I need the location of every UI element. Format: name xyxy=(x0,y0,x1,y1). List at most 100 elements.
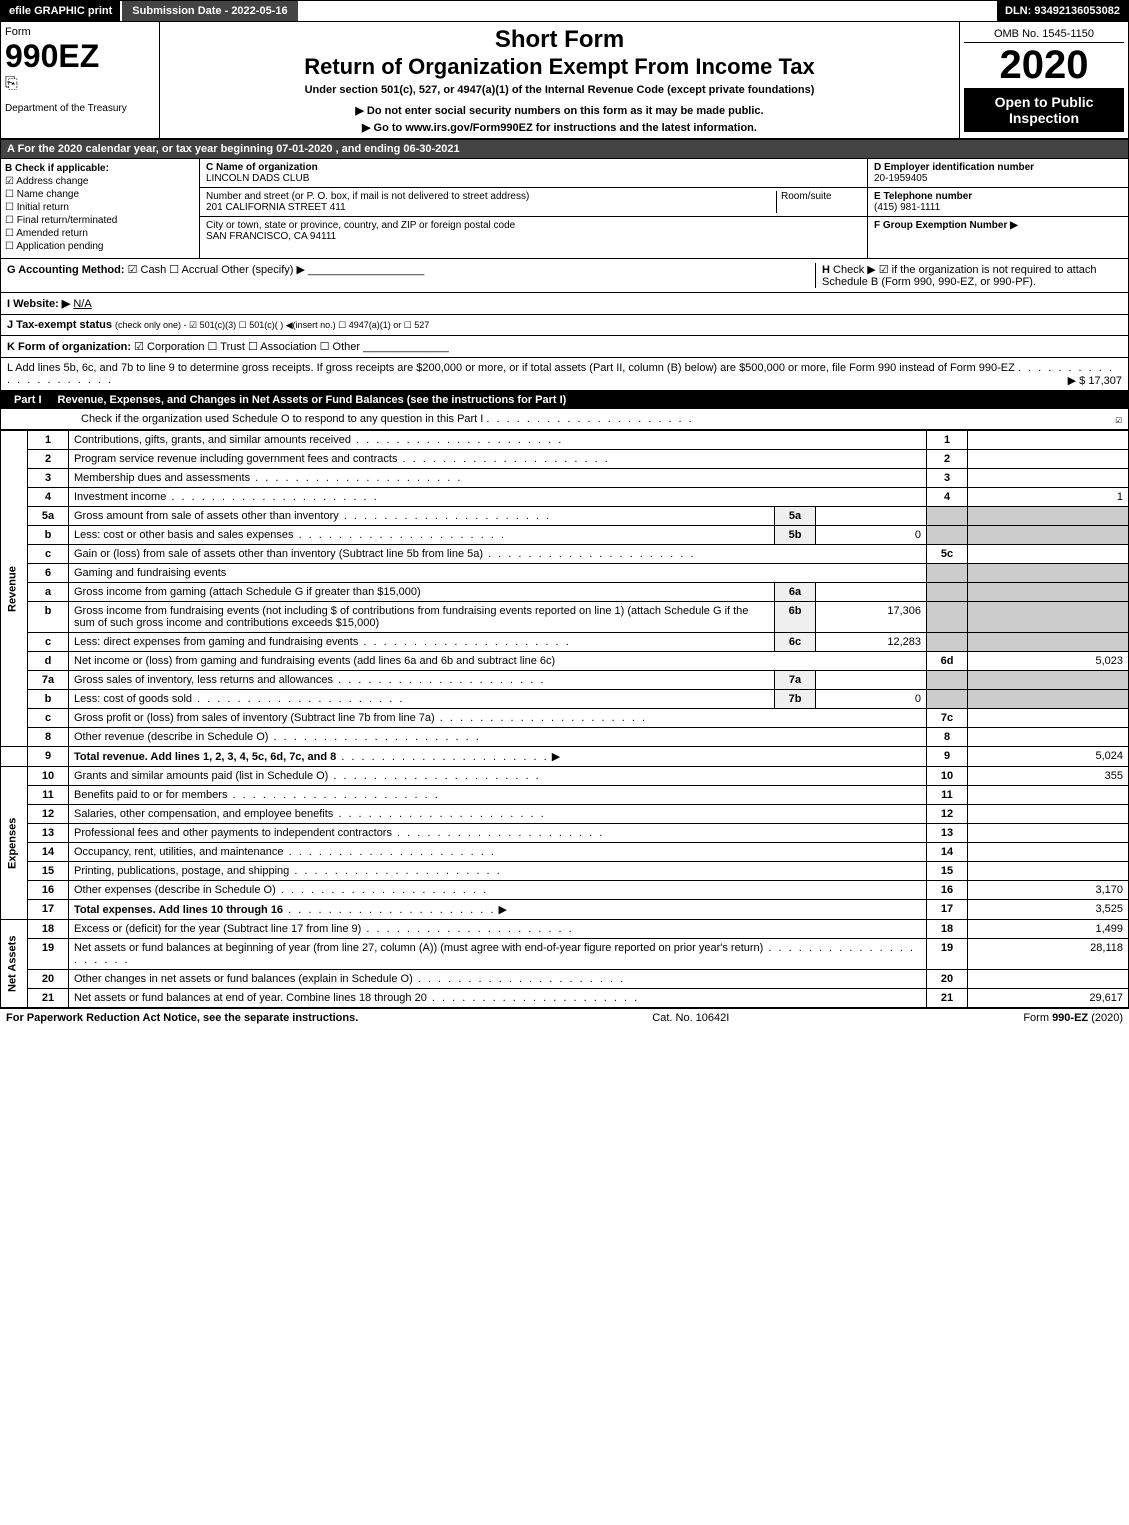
l5b-num: b xyxy=(28,526,69,545)
l6-num: 6 xyxy=(28,564,69,583)
l19-num: 19 xyxy=(28,939,69,970)
l18-rv: 1,499 xyxy=(968,920,1129,939)
label-tax-status: J Tax-exempt status xyxy=(7,319,112,331)
l6a-num: a xyxy=(28,583,69,602)
part1-check-row: Check if the organization used Schedule … xyxy=(0,409,1129,430)
l13-num: 13 xyxy=(28,824,69,843)
form-label: Form xyxy=(5,26,155,38)
l17-desc: Total expenses. Add lines 10 through 16 xyxy=(74,904,283,916)
l11-rv xyxy=(968,786,1129,805)
l5c-rv xyxy=(968,545,1129,564)
l3-desc: Membership dues and assessments xyxy=(74,472,250,484)
l4-desc: Investment income xyxy=(74,491,166,503)
org-city: SAN FRANCISCO, CA 94111 xyxy=(206,231,336,242)
form-org-text[interactable]: ☑ Corporation ☐ Trust ☐ Association ☐ Ot… xyxy=(134,341,360,353)
header-left: Form 990EZ ⎘ Department of the Treasury xyxy=(1,22,160,138)
header-right: OMB No. 1545-1150 2020 Open to Public In… xyxy=(959,22,1128,138)
label-website: I Website: ▶ xyxy=(7,298,70,310)
l4-rv: 1 xyxy=(968,488,1129,507)
footer-left: For Paperwork Reduction Act Notice, see … xyxy=(6,1012,358,1024)
label-accounting: G Accounting Method: xyxy=(7,264,125,276)
part1-check-text: Check if the organization used Schedule … xyxy=(81,413,483,425)
l12-desc: Salaries, other compensation, and employ… xyxy=(74,808,333,820)
part1-header: Part I Revenue, Expenses, and Changes in… xyxy=(0,391,1129,409)
l11-rn: 11 xyxy=(927,786,968,805)
l7a-sn: 7a xyxy=(775,671,816,690)
l7c-rn: 7c xyxy=(927,709,968,728)
org-name: LINCOLN DADS CLUB xyxy=(206,173,309,184)
l6d-num: d xyxy=(28,652,69,671)
return-title: Return of Organization Exempt From Incom… xyxy=(164,54,955,80)
section-a-period: A For the 2020 calendar year, or tax yea… xyxy=(0,139,1129,159)
submission-date: Submission Date - 2022-05-16 xyxy=(120,1,297,21)
l21-desc: Net assets or fund balances at end of ye… xyxy=(74,992,427,1004)
l5c-rn: 5c xyxy=(927,545,968,564)
l1-rv xyxy=(968,431,1129,450)
l7a-num: 7a xyxy=(28,671,69,690)
omb-number: OMB No. 1545-1150 xyxy=(964,26,1124,43)
top-bar: efile GRAPHIC print Submission Date - 20… xyxy=(0,0,1129,22)
l6d-rn: 6d xyxy=(927,652,968,671)
l19-rn: 19 xyxy=(927,939,968,970)
revenue-label: Revenue xyxy=(1,431,28,747)
l11-num: 11 xyxy=(28,786,69,805)
l9-rn: 9 xyxy=(927,747,968,767)
check-amended[interactable]: ☐ Amended return xyxy=(5,228,195,239)
l13-rn: 13 xyxy=(927,824,968,843)
l10-rv: 355 xyxy=(968,767,1129,786)
l6c-num: c xyxy=(28,633,69,652)
org-address: 201 CALIFORNIA STREET 411 xyxy=(206,202,346,213)
efile-label[interactable]: efile GRAPHIC print xyxy=(1,1,120,21)
check-initial[interactable]: ☐ Initial return xyxy=(5,202,195,213)
l-text: L Add lines 5b, 6c, and 7b to line 9 to … xyxy=(7,362,1015,374)
label-form-org: K Form of organization: xyxy=(7,341,131,353)
l6a-sn: 6a xyxy=(775,583,816,602)
l19-desc: Net assets or fund balances at beginning… xyxy=(74,942,763,954)
check-pending[interactable]: ☐ Application pending xyxy=(5,241,195,252)
l6d-desc: Net income or (loss) from gaming and fun… xyxy=(74,655,555,667)
accounting-options[interactable]: ☑ Cash ☐ Accrual Other (specify) ▶ xyxy=(128,264,305,276)
l7a-sv xyxy=(816,671,927,690)
expenses-label: Expenses xyxy=(1,767,28,920)
l8-desc: Other revenue (describe in Schedule O) xyxy=(74,731,268,743)
box-c: C Name of organization LINCOLN DADS CLUB… xyxy=(200,159,867,258)
l13-desc: Professional fees and other payments to … xyxy=(74,827,392,839)
link-instructions[interactable]: ▶ Go to www.irs.gov/Form990EZ for instru… xyxy=(164,121,955,134)
l5b-desc: Less: cost or other basis and sales expe… xyxy=(74,529,294,541)
check-name[interactable]: ☐ Name change xyxy=(5,189,195,200)
netassets-label: Net Assets xyxy=(1,920,28,1008)
dept-label: Department of the Treasury xyxy=(5,103,155,114)
l7b-num: b xyxy=(28,690,69,709)
label-phone: E Telephone number xyxy=(874,191,972,202)
l17-num: 17 xyxy=(28,900,69,920)
l14-num: 14 xyxy=(28,843,69,862)
l5a-num: 5a xyxy=(28,507,69,526)
part1-label: Part I xyxy=(6,394,50,406)
row-g-h: G Accounting Method: ☑ Cash ☐ Accrual Ot… xyxy=(0,259,1129,293)
part1-checkbox[interactable]: ☑ xyxy=(1115,413,1122,426)
check-address[interactable]: ☑ Address change xyxy=(5,176,195,187)
l1-desc: Contributions, gifts, grants, and simila… xyxy=(74,434,351,446)
l6-desc: Gaming and fundraising events xyxy=(69,564,927,583)
l11-desc: Benefits paid to or for members xyxy=(74,789,227,801)
l7c-rv xyxy=(968,709,1129,728)
l18-rn: 18 xyxy=(927,920,968,939)
l3-num: 3 xyxy=(28,469,69,488)
l8-rv xyxy=(968,728,1129,747)
l7b-desc: Less: cost of goods sold xyxy=(74,693,192,705)
label-city: City or town, state or province, country… xyxy=(206,220,515,231)
footer-right: Form 990-EZ (2020) xyxy=(1023,1012,1123,1024)
l10-desc: Grants and similar amounts paid (list in… xyxy=(74,770,328,782)
l5a-desc: Gross amount from sale of assets other t… xyxy=(74,510,339,522)
l2-desc: Program service revenue including govern… xyxy=(74,453,397,465)
l21-num: 21 xyxy=(28,989,69,1008)
h-text: Check ▶ ☑ if the organization is not req… xyxy=(822,264,1097,288)
ein-value: 20-1959405 xyxy=(874,173,927,184)
l14-rv xyxy=(968,843,1129,862)
label-h: H xyxy=(822,264,830,276)
l5c-desc: Gain or (loss) from sale of assets other… xyxy=(74,548,483,560)
label-address: Number and street (or P. O. box, if mail… xyxy=(206,191,529,202)
check-final[interactable]: ☐ Final return/terminated xyxy=(5,215,195,226)
l5b-sn: 5b xyxy=(775,526,816,545)
tax-status-text[interactable]: (check only one) - ☑ 501(c)(3) ☐ 501(c)(… xyxy=(115,320,429,330)
